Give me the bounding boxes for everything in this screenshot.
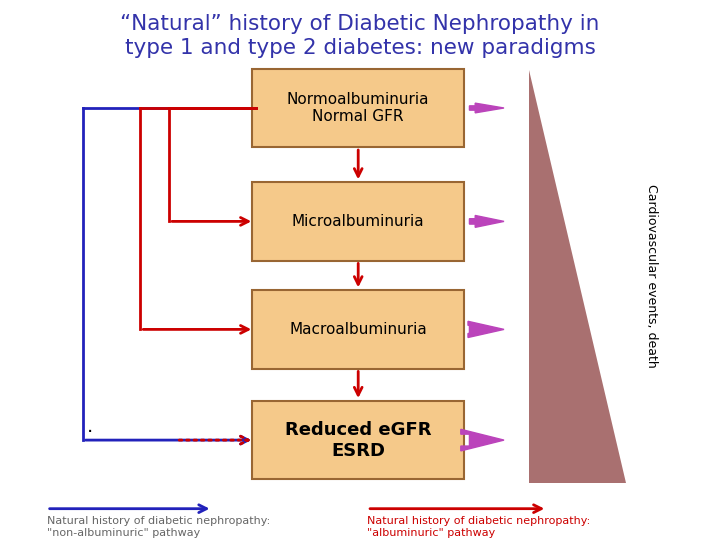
FancyBboxPatch shape <box>252 291 464 368</box>
Text: Reduced eGFR
ESRD: Reduced eGFR ESRD <box>285 421 431 460</box>
FancyBboxPatch shape <box>252 401 464 480</box>
Text: “Natural” history of Diabetic Nephropathy in
type 1 and type 2 diabetes: new par: “Natural” history of Diabetic Nephropath… <box>120 14 600 57</box>
Text: Natural history of diabetic nephropathy:
"non-albuminuric" pathway: Natural history of diabetic nephropathy:… <box>47 516 270 538</box>
Text: Cardiovascular events, death: Cardiovascular events, death <box>645 184 658 367</box>
FancyArrow shape <box>469 103 504 113</box>
FancyArrow shape <box>469 215 504 227</box>
FancyBboxPatch shape <box>252 69 464 147</box>
Text: Normoalbuminuria
Normal GFR: Normoalbuminuria Normal GFR <box>287 92 429 124</box>
FancyArrow shape <box>468 321 504 338</box>
FancyArrow shape <box>461 429 504 451</box>
Text: Macroalbuminuria: Macroalbuminuria <box>289 322 427 337</box>
Text: Natural history of diabetic nephropathy:
"albuminuric" pathway: Natural history of diabetic nephropathy:… <box>367 516 590 538</box>
Polygon shape <box>529 70 626 483</box>
FancyBboxPatch shape <box>252 183 464 261</box>
Text: Microalbuminuria: Microalbuminuria <box>292 214 425 229</box>
Text: ·: · <box>87 422 93 442</box>
